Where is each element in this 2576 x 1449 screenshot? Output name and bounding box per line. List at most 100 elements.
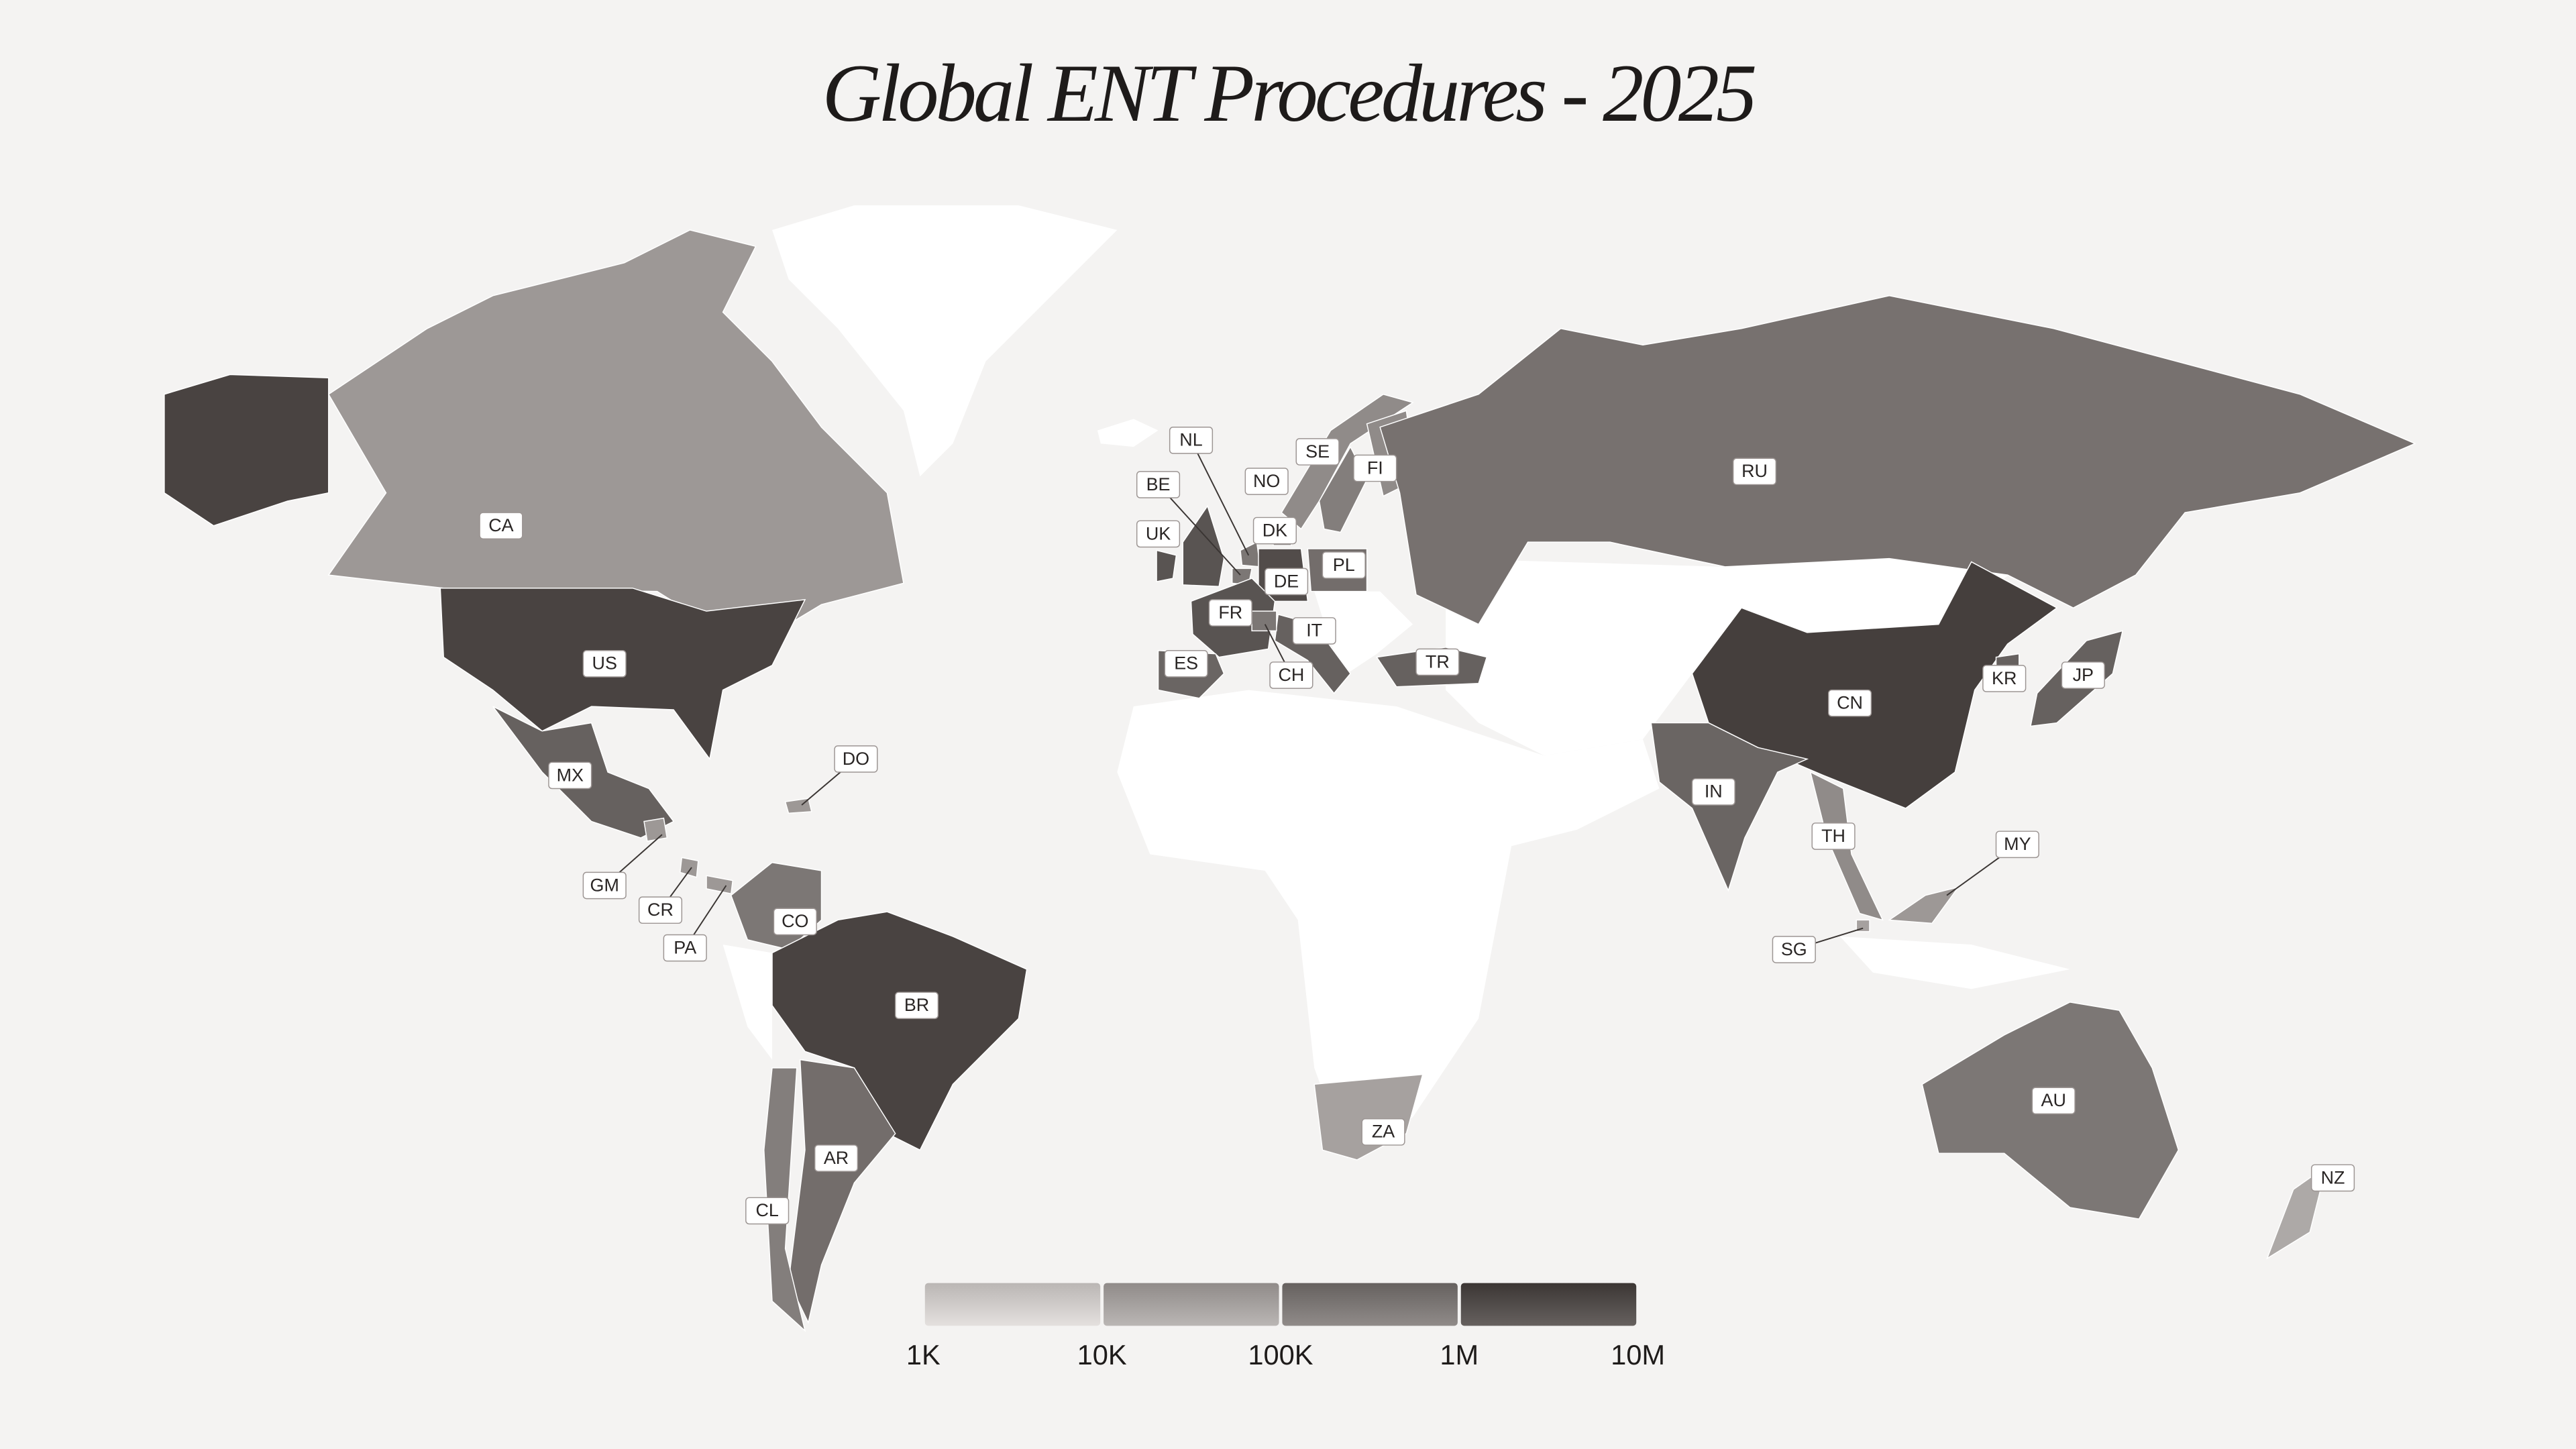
legend-tick-label: 1M [1440,1339,1479,1371]
label-box [1415,648,1460,676]
country-label: UK [1146,523,1171,543]
label-box [1244,468,1289,495]
country-label: US [592,653,617,674]
country-label: FR [1218,602,1242,623]
label-box [1322,551,1366,579]
country-shape [1182,504,1225,588]
label-box [1252,517,1297,545]
country-shape [680,857,699,878]
country-label: NL [1179,430,1202,450]
legend-tick-label: 100K [1248,1339,1313,1371]
label-box [1136,520,1181,548]
country-shape [1650,722,1809,892]
indonesia [1839,936,2070,989]
country-label: DE [1274,571,1299,591]
country-shape [164,374,329,527]
country-label: CH [1278,665,1304,685]
label-box [1295,438,1340,466]
country-label: JP [2073,665,2094,685]
country-label: AR [824,1148,849,1168]
legend-segment [924,1283,1101,1326]
country-label: ZA [1372,1122,1395,1142]
country-label: CO [782,911,808,931]
country-label: TR [1426,651,1450,672]
country-label: TH [1821,826,1845,846]
label-box [582,871,627,900]
label-box [1811,822,1856,850]
label-box [2061,661,2105,689]
country-shape [1379,295,2416,625]
country-label: IT [1306,621,1322,641]
label-box [582,650,627,678]
label-box [773,908,817,936]
country-label: GM [590,875,619,895]
country-label: FI [1367,458,1383,478]
label-box [479,512,523,540]
countries [164,229,2416,1332]
country-label: MY [2004,834,2031,854]
unshaded-land [722,205,2070,1159]
label-box [1353,454,1397,482]
label-box [1169,427,1214,454]
country-label: AU [2041,1090,2066,1110]
central-asia [1446,558,2021,756]
country-label: NZ [2321,1167,2345,1187]
label-box [1264,568,1309,596]
label-box [1292,617,1336,645]
label-box [2031,1087,2076,1115]
greenland [772,205,1118,477]
label-box [548,761,592,790]
label-box [1995,830,2039,859]
country-shape [1156,549,1177,582]
country-label: BR [904,995,929,1015]
iceland [1097,419,1159,447]
country-label: ES [1174,653,1198,674]
country-shape [643,817,668,842]
leader-line [1157,484,1241,576]
country-label: CR [647,900,674,920]
label-box [2310,1164,2355,1192]
south-america-west [722,945,773,1060]
country-label: MX [557,765,584,785]
country-label: BE [1146,474,1171,494]
legend-segment [1282,1283,1458,1326]
label-box [745,1197,790,1225]
label-box [834,745,878,773]
country-label: SE [1305,441,1330,462]
title: Global ENT Procedures - 2025 [822,48,1755,139]
legend-tick-label: 1K [906,1339,941,1371]
label-box [1136,471,1181,498]
country-label: DO [843,749,869,769]
western-europe-rest [1314,591,1413,674]
label-box [1208,599,1252,627]
country-shape [788,1059,896,1324]
legend-segment [1104,1283,1279,1326]
country-label: SG [1781,939,1807,959]
country-label: CA [488,515,513,535]
country-label: RU [1741,461,1768,481]
label-box [1772,936,1816,963]
label-box [814,1144,859,1172]
label-box [1827,689,1872,717]
label-box [1691,778,1735,806]
country-label: CN [1837,692,1863,712]
label-box [1164,650,1208,678]
country-shape [706,875,734,895]
legend-segment [1460,1283,1637,1326]
label-box [663,934,707,962]
label-box [1982,665,2027,692]
label-box [1361,1118,1405,1146]
africa-middle-east [1117,690,1660,1159]
legend-tick-label: 10M [1611,1339,1665,1371]
legend-tick-label: 10K [1077,1339,1127,1371]
country-label: IN [1705,782,1723,802]
country-shape [771,911,1028,1151]
leader-line [1190,439,1250,556]
country-shape [1251,610,1277,632]
label-box [1732,458,1777,486]
country-label: CL [755,1200,778,1220]
label-box [894,991,939,1020]
label-box [1269,661,1313,689]
country-label: DK [1263,520,1287,540]
